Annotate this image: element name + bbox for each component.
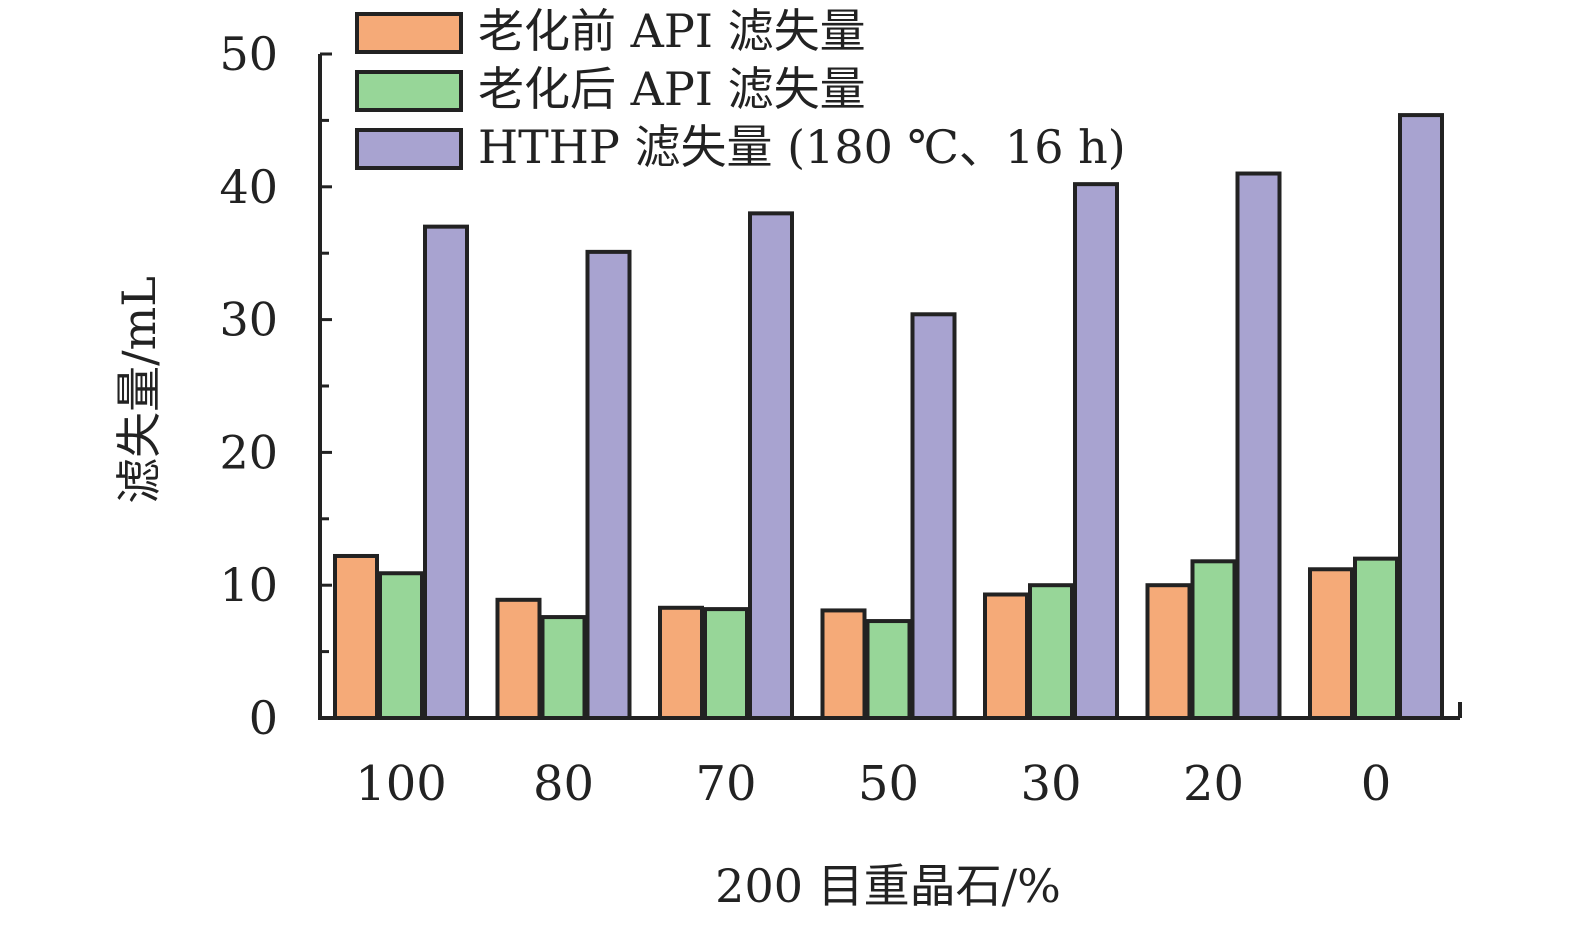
y-ticks: 0 10 20 30 40 50 — [219, 27, 332, 745]
bar — [865, 619, 912, 721]
bars-layer — [333, 113, 1444, 721]
y-axis-title: 滤失量/mL — [112, 276, 166, 504]
x-tick-label: 0 — [1361, 756, 1392, 812]
x-tick-label: 30 — [1020, 756, 1081, 812]
x-tick-label: 80 — [533, 756, 594, 812]
bar — [1145, 583, 1192, 721]
x-tick-label: 20 — [1183, 756, 1244, 812]
y-tick-label: 50 — [219, 27, 278, 81]
bar — [910, 312, 957, 720]
bar — [1308, 567, 1354, 720]
bar — [1028, 583, 1074, 721]
y-tick-label: 10 — [219, 558, 278, 612]
bar — [983, 592, 1029, 720]
legend-label: 老化后 API 滤失量 — [478, 62, 866, 116]
y-tick-label: 40 — [219, 160, 278, 214]
bar — [333, 553, 379, 721]
bar — [423, 224, 469, 720]
bar — [378, 571, 424, 720]
bar — [1235, 171, 1282, 720]
bar — [1073, 182, 1119, 721]
bar — [748, 211, 794, 721]
x-tick-label: 50 — [858, 756, 919, 812]
bar — [540, 615, 587, 721]
bar — [1353, 556, 1399, 721]
bar — [658, 605, 704, 720]
y-tick-label: 0 — [249, 691, 278, 745]
bar — [1398, 113, 1444, 720]
x-axis-title: 200 目重晶石/% — [715, 859, 1061, 913]
bar — [1190, 559, 1237, 721]
bar — [495, 597, 542, 720]
x-tick-label: 100 — [355, 756, 447, 812]
legend-label: HTHP 滤失量 (180 ℃、16 h) — [478, 120, 1126, 174]
bar — [585, 249, 632, 720]
x-ticks: 100 80 70 50 30 20 0 — [355, 756, 1391, 812]
y-tick-label: 30 — [219, 293, 278, 347]
bar — [703, 607, 749, 720]
legend-swatch — [355, 12, 463, 54]
legend-label: 老化前 API 滤失量 — [478, 4, 866, 58]
bar — [820, 608, 867, 721]
x-tick-label: 70 — [695, 756, 756, 812]
legend-swatch — [355, 70, 463, 112]
y-tick-label: 20 — [219, 425, 278, 479]
legend-swatch — [355, 128, 463, 170]
